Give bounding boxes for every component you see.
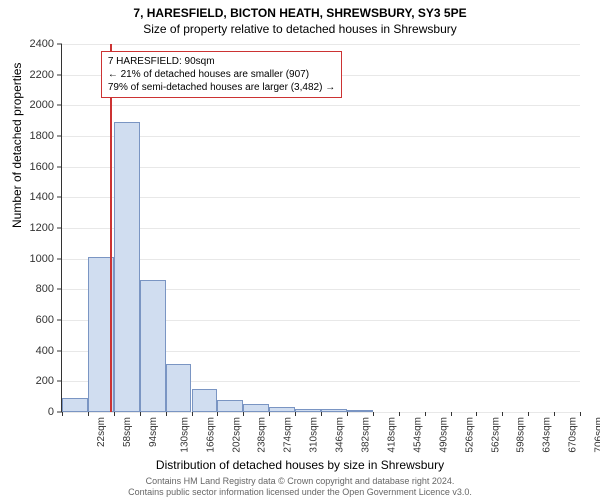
- y-tick-label: 1600: [30, 161, 54, 173]
- y-tick-label: 600: [36, 314, 54, 326]
- gridline-h: [62, 44, 580, 45]
- x-tick-label: 562sqm: [490, 417, 501, 453]
- x-tick-label: 238sqm: [257, 417, 268, 453]
- y-tick-label: 0: [48, 406, 54, 418]
- x-tick-mark: [269, 412, 270, 416]
- x-tick-mark: [580, 412, 581, 416]
- x-tick-mark: [140, 412, 141, 416]
- x-tick-mark: [347, 412, 348, 416]
- x-tick-label: 598sqm: [516, 417, 527, 453]
- x-tick-mark: [295, 412, 296, 416]
- annotation-line: 7 HARESFIELD: 90sqm: [108, 55, 335, 68]
- gridline-h: [62, 105, 580, 106]
- x-tick-label: 58sqm: [122, 417, 133, 447]
- x-tick-mark: [451, 412, 452, 416]
- footer-line2: Contains public sector information licen…: [0, 487, 600, 498]
- x-tick-label: 454sqm: [412, 417, 423, 453]
- x-tick-label: 94sqm: [148, 417, 159, 447]
- y-tick-label: 2400: [30, 38, 54, 50]
- x-tick-mark: [217, 412, 218, 416]
- x-tick-mark: [166, 412, 167, 416]
- x-tick-label: 310sqm: [309, 417, 320, 453]
- x-tick-label: 202sqm: [231, 417, 242, 453]
- x-tick-mark: [399, 412, 400, 416]
- y-tick-label: 200: [36, 375, 54, 387]
- y-tick-label: 1800: [30, 130, 54, 142]
- y-tick-label: 2000: [30, 99, 54, 111]
- x-tick-label: 418sqm: [386, 417, 397, 453]
- x-tick-label: 166sqm: [205, 417, 216, 453]
- x-axis: 22sqm 58sqm 94sqm 130sqm 166sqm 202sqm 238sqm 2…: [62, 412, 580, 458]
- x-tick-mark: [62, 412, 63, 416]
- footer-text: Contains HM Land Registry data © Crown c…: [0, 476, 600, 498]
- x-tick-mark: [373, 412, 374, 416]
- histogram-bar: [166, 364, 192, 412]
- x-tick-mark: [476, 412, 477, 416]
- plot-area: 7 HARESFIELD: 90sqm← 21% of detached hou…: [62, 44, 580, 412]
- x-tick-label: 634sqm: [542, 417, 553, 453]
- gridline-h: [62, 197, 580, 198]
- gridline-h: [62, 228, 580, 229]
- y-tick-label: 2200: [30, 69, 54, 81]
- chart-container: 7, HARESFIELD, BICTON HEATH, SHREWSBURY,…: [0, 0, 600, 500]
- histogram-bar: [217, 400, 243, 412]
- marker-line: [110, 44, 112, 412]
- gridline-h: [62, 136, 580, 137]
- histogram-bar: [62, 398, 88, 412]
- x-tick-mark: [88, 412, 89, 416]
- x-tick-label: 526sqm: [464, 417, 475, 453]
- gridline-h: [62, 167, 580, 168]
- x-tick-label: 130sqm: [179, 417, 190, 453]
- x-tick-mark: [321, 412, 322, 416]
- y-axis: 0200400600800100012001400160018002000220…: [0, 44, 62, 412]
- y-tick-label: 1200: [30, 222, 54, 234]
- x-tick-label: 706sqm: [594, 417, 600, 453]
- title-main: 7, HARESFIELD, BICTON HEATH, SHREWSBURY,…: [0, 6, 600, 20]
- y-tick-label: 400: [36, 345, 54, 357]
- histogram-bar: [140, 280, 166, 412]
- y-tick-label: 800: [36, 283, 54, 295]
- annotation-line: 79% of semi-detached houses are larger (…: [108, 81, 335, 94]
- x-tick-mark: [425, 412, 426, 416]
- y-tick-label: 1400: [30, 191, 54, 203]
- title-sub: Size of property relative to detached ho…: [0, 22, 600, 36]
- x-tick-mark: [502, 412, 503, 416]
- footer-line1: Contains HM Land Registry data © Crown c…: [0, 476, 600, 487]
- x-tick-label: 274sqm: [283, 417, 294, 453]
- y-tick-label: 1000: [30, 253, 54, 265]
- x-tick-mark: [192, 412, 193, 416]
- histogram-bar: [192, 389, 218, 412]
- x-tick-mark: [114, 412, 115, 416]
- x-axis-label: Distribution of detached houses by size …: [0, 458, 600, 472]
- gridline-h: [62, 259, 580, 260]
- x-tick-label: 22sqm: [96, 417, 107, 447]
- x-tick-mark: [243, 412, 244, 416]
- histogram-bar: [114, 122, 140, 412]
- x-tick-mark: [554, 412, 555, 416]
- annotation-line: ← 21% of detached houses are smaller (90…: [108, 68, 335, 81]
- x-tick-label: 346sqm: [335, 417, 346, 453]
- x-tick-label: 490sqm: [438, 417, 449, 453]
- x-tick-label: 670sqm: [568, 417, 579, 453]
- x-tick-label: 382sqm: [361, 417, 372, 453]
- x-tick-mark: [528, 412, 529, 416]
- histogram-bar: [243, 404, 269, 412]
- annotation-box: 7 HARESFIELD: 90sqm← 21% of detached hou…: [101, 51, 342, 98]
